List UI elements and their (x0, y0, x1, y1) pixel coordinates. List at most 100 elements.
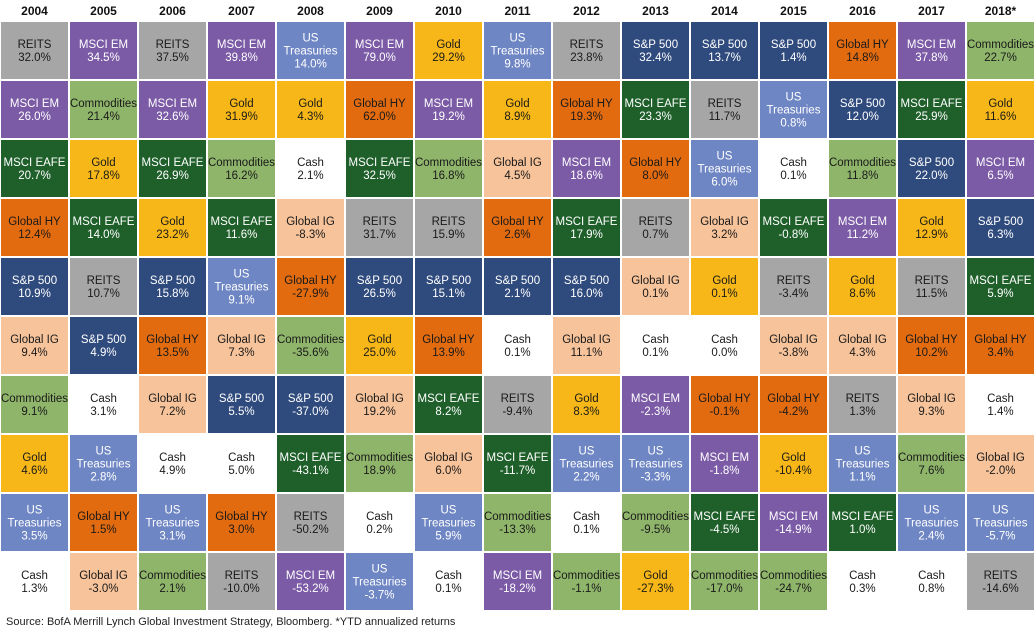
cell-background (139, 22, 206, 79)
cell-background (277, 258, 344, 315)
return-value-label: 15.9% (432, 229, 465, 241)
asset-name-label: Treasuries (8, 518, 62, 530)
return-value-label: 3.1% (159, 531, 185, 543)
return-value-label: 16.2% (225, 170, 258, 182)
cell-background (415, 199, 482, 256)
asset-name-label: MSCI EM (562, 157, 611, 169)
return-value-label: 1.3% (849, 406, 875, 418)
return-value-label: 0.1% (711, 288, 737, 300)
asset-name-label: Cash (573, 511, 600, 523)
cell-background (139, 553, 206, 610)
asset-name-label: REITS (708, 98, 742, 110)
asset-name-label: Cash (918, 570, 945, 582)
return-value-label: 9.3% (918, 406, 944, 418)
asset-name-label: Global HY (422, 334, 475, 346)
asset-name-label: S&P 500 (150, 275, 195, 287)
cell-background (415, 376, 482, 433)
cell-2013-rank-3: Global HY8.0% (622, 140, 689, 197)
asset-name-label: Gold (160, 216, 184, 228)
asset-name-label: Cash (21, 570, 48, 582)
return-value-label: 22.7% (984, 52, 1017, 64)
asset-name-label: Gold (781, 452, 805, 464)
year-header-2014: 2014 (711, 4, 738, 18)
asset-name-label: MSCI EM (493, 570, 542, 582)
asset-name-label: Commodities (760, 570, 827, 582)
return-value-label: 32.4% (639, 52, 672, 64)
cell-background (691, 376, 758, 433)
asset-name-label: Global HY (629, 157, 682, 169)
asset-name-label: REITS (777, 275, 811, 287)
cell-background (346, 317, 413, 374)
cell-background (829, 494, 896, 551)
return-value-label: -11.7% (500, 465, 536, 477)
asset-name-label: Global HY (698, 393, 751, 405)
cell-2005-rank-10: Global IG-3.0% (70, 553, 137, 610)
cell-2008-rank-8: MSCI EAFE-43.1% (277, 435, 344, 492)
asset-name-label: Cash (159, 452, 186, 464)
cell-background (208, 81, 275, 138)
return-value-label: 0.1% (642, 288, 668, 300)
asset-name-label: MSCI EM (700, 452, 749, 464)
return-value-label: 0.1% (780, 170, 806, 182)
cell-background (70, 258, 137, 315)
asset-name-label: S&P 500 (840, 98, 885, 110)
cell-background (829, 140, 896, 197)
cell-background (484, 81, 551, 138)
return-value-label: 5.9% (987, 288, 1013, 300)
cell-background (208, 199, 275, 256)
cell-background (829, 553, 896, 610)
return-value-label: 10.2% (915, 347, 948, 359)
return-value-label: 12.9% (915, 229, 948, 241)
asset-name-label: Global HY (767, 393, 820, 405)
asset-name-label: MSCI EM (148, 98, 197, 110)
cell-background (553, 317, 620, 374)
cell-background (553, 376, 620, 433)
cell-2018-rank-6: Global HY3.4% (967, 317, 1034, 374)
cell-2017-rank-7: Global IG9.3% (898, 376, 965, 433)
return-value-label: 31.9% (225, 111, 258, 123)
cell-2007-rank-9: Global HY3.0% (208, 494, 275, 551)
asset-name-label: Gold (505, 98, 529, 110)
asset-name-label: Commodities (829, 157, 896, 169)
cell-background (898, 494, 965, 551)
cell-background (691, 435, 758, 492)
asset-name-label: Global IG (424, 452, 473, 464)
return-value-label: 1.1% (849, 472, 875, 484)
return-value-label: 1.0% (849, 524, 875, 536)
cell-2011-rank-7: REITS-9.4% (484, 376, 551, 433)
return-value-label: 18.6% (570, 170, 603, 182)
asset-name-label: Global HY (8, 216, 61, 228)
return-value-label: 19.2% (363, 406, 396, 418)
cell-2015-rank-10: Commodities-24.7% (760, 553, 827, 610)
cell-background (760, 376, 827, 433)
return-value-label: -10.4% (775, 465, 811, 477)
cell-background (70, 435, 137, 492)
cell-background (829, 199, 896, 256)
cell-background (139, 494, 206, 551)
asset-name-label: MSCI EM (838, 216, 887, 228)
cell-background (346, 81, 413, 138)
asset-name-label: Commodities (898, 452, 965, 464)
asset-name-label: Treasuries (560, 459, 614, 471)
